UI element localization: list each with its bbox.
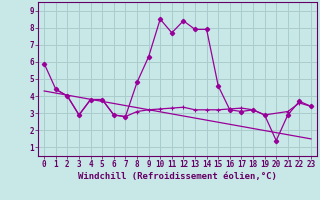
X-axis label: Windchill (Refroidissement éolien,°C): Windchill (Refroidissement éolien,°C) <box>78 172 277 181</box>
